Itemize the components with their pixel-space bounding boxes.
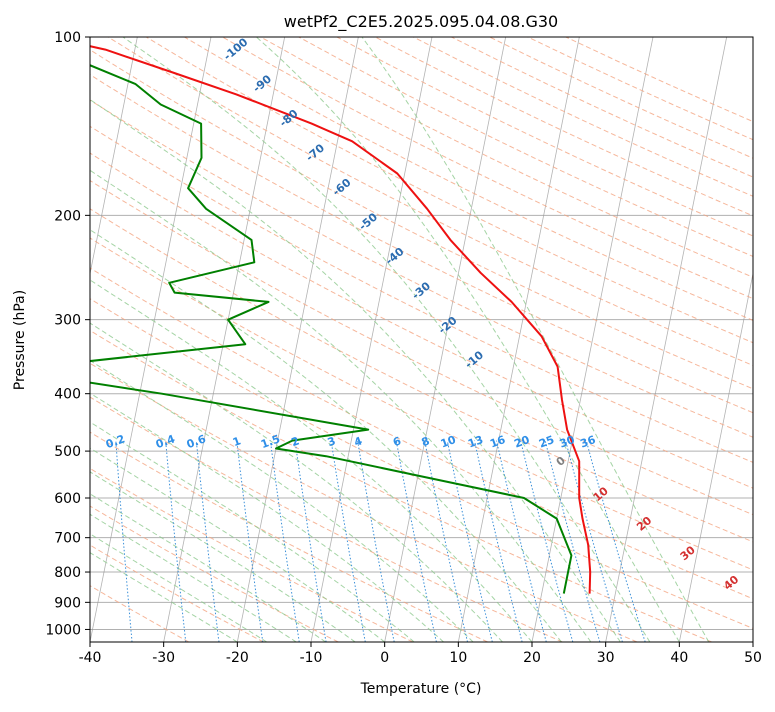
- x-tick-label: -10: [300, 650, 323, 666]
- x-tick-label: 20: [523, 650, 541, 666]
- y-tick-label: 1000: [45, 622, 81, 638]
- x-tick-label: -40: [79, 650, 102, 666]
- y-tick-label: 700: [54, 531, 81, 547]
- x-tick-label: -30: [152, 650, 175, 666]
- y-tick-label: 400: [54, 387, 81, 403]
- x-tick-label: 50: [744, 650, 762, 666]
- y-tick-label: 200: [54, 208, 81, 224]
- x-tick-label: 30: [597, 650, 615, 666]
- x-axis-label: Temperature (°C): [360, 681, 482, 697]
- y-tick-label: 300: [54, 313, 81, 329]
- x-tick-label: -20: [226, 650, 249, 666]
- y-tick-label: 800: [54, 565, 81, 581]
- y-axis-label: Pressure (hPa): [12, 290, 28, 390]
- x-tick-label: 10: [449, 650, 467, 666]
- y-tick-label: 500: [54, 444, 81, 460]
- x-tick-label: 40: [670, 650, 688, 666]
- y-tick-label: 600: [54, 491, 81, 507]
- y-tick-label: 100: [54, 30, 81, 46]
- x-tick-label: 0: [380, 650, 389, 666]
- y-tick-label: 900: [54, 595, 81, 611]
- chart-title: wetPf2_C2E5.2025.095.04.08.G30: [284, 12, 558, 32]
